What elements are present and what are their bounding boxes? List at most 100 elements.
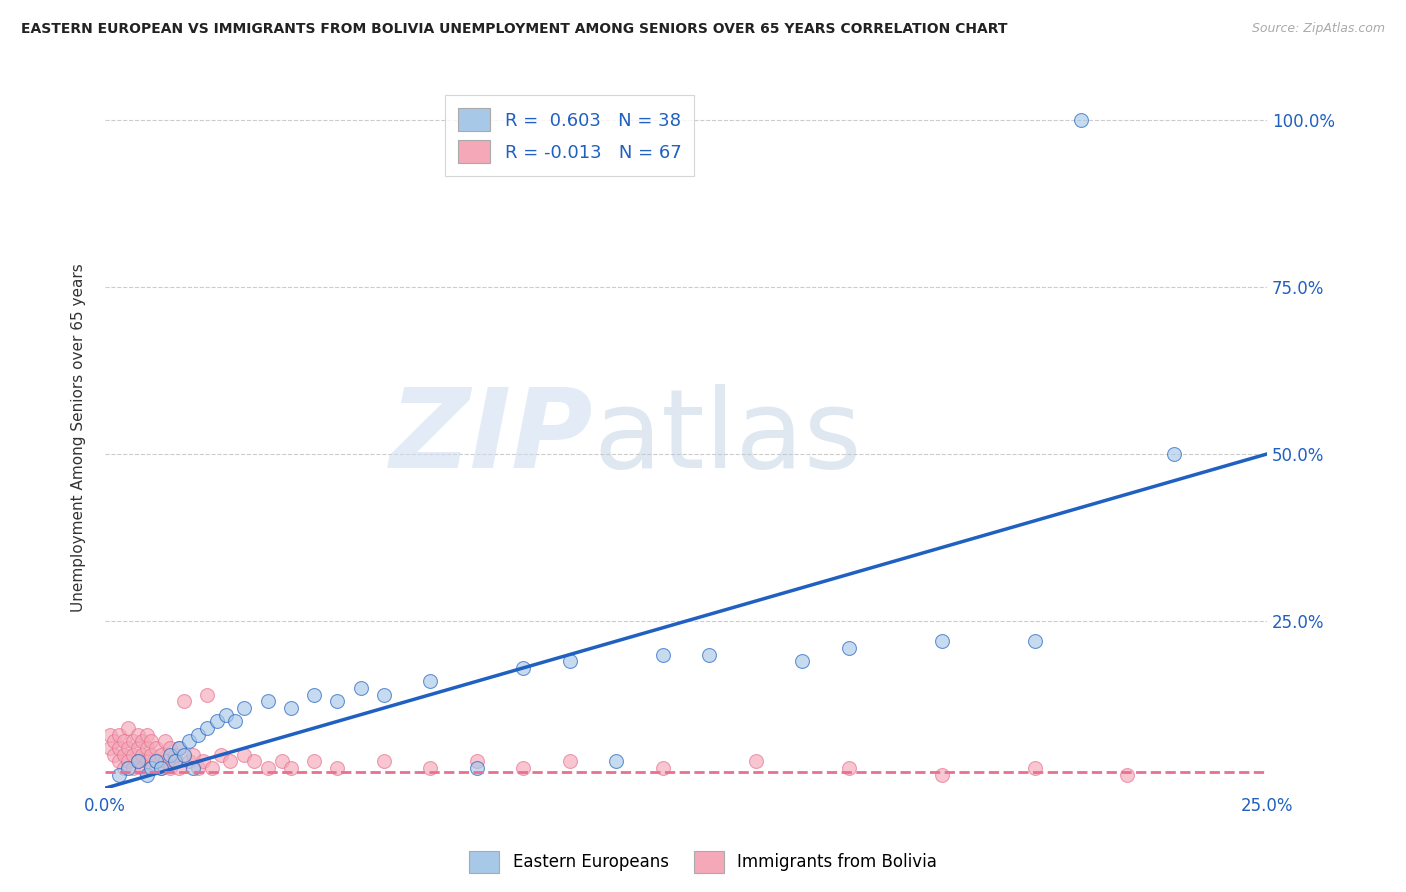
Point: [651, 761, 673, 775]
Point: [112, 761, 135, 775]
Point: [122, 734, 145, 748]
Point: [558, 654, 581, 668]
Point: [302, 755, 325, 769]
Point: [205, 714, 228, 729]
Point: [187, 761, 209, 775]
Point: [512, 661, 534, 675]
Point: [103, 747, 125, 762]
Text: EASTERN EUROPEAN VS IMMIGRANTS FROM BOLIVIA UNEMPLOYMENT AMONG SENIORS OVER 65 Y: EASTERN EUROPEAN VS IMMIGRANTS FROM BOLI…: [21, 22, 1008, 37]
Point: [302, 688, 325, 702]
Point: [177, 755, 200, 769]
Point: [349, 681, 371, 695]
Point: [163, 755, 186, 769]
Legend: R =  0.603   N = 38, R = -0.013   N = 67: R = 0.603 N = 38, R = -0.013 N = 67: [446, 95, 695, 176]
Point: [419, 761, 441, 775]
Point: [792, 654, 814, 668]
Point: [280, 701, 302, 715]
Point: [98, 741, 121, 756]
Point: [145, 755, 167, 769]
Point: [181, 747, 204, 762]
Point: [98, 728, 121, 742]
Point: [1024, 761, 1046, 775]
Point: [163, 755, 186, 769]
Point: [127, 755, 149, 769]
Point: [256, 761, 278, 775]
Point: [465, 755, 488, 769]
Point: [155, 755, 177, 769]
Point: [127, 728, 149, 742]
Point: [326, 694, 349, 708]
Point: [135, 728, 157, 742]
Point: [155, 734, 177, 748]
Point: [149, 761, 172, 775]
Point: [558, 755, 581, 769]
Point: [127, 755, 149, 769]
Point: [195, 721, 218, 735]
Point: [256, 694, 278, 708]
Point: [1163, 447, 1185, 461]
Point: [697, 648, 720, 662]
Point: [1116, 768, 1139, 782]
Point: [201, 761, 224, 775]
Text: Source: ZipAtlas.com: Source: ZipAtlas.com: [1251, 22, 1385, 36]
Point: [173, 694, 195, 708]
Point: [838, 761, 860, 775]
Point: [169, 741, 191, 756]
Point: [512, 761, 534, 775]
Point: [373, 755, 395, 769]
Text: ZIP: ZIP: [389, 384, 593, 491]
Point: [145, 755, 167, 769]
Point: [141, 761, 163, 775]
Point: [270, 755, 292, 769]
Point: [169, 741, 191, 756]
Point: [112, 734, 135, 748]
Point: [131, 734, 153, 748]
Point: [169, 761, 191, 775]
Point: [135, 755, 157, 769]
Point: [931, 768, 953, 782]
Point: [122, 761, 145, 775]
Point: [373, 688, 395, 702]
Point: [1070, 112, 1092, 127]
Point: [209, 747, 232, 762]
Point: [135, 768, 157, 782]
Point: [931, 634, 953, 648]
Point: [141, 761, 163, 775]
Point: [173, 747, 195, 762]
Point: [141, 747, 163, 762]
Point: [224, 714, 246, 729]
Point: [159, 747, 181, 762]
Point: [108, 768, 131, 782]
Point: [145, 741, 167, 756]
Point: [141, 734, 163, 748]
Text: atlas: atlas: [593, 384, 862, 491]
Point: [838, 640, 860, 655]
Point: [149, 747, 172, 762]
Point: [605, 755, 627, 769]
Point: [117, 755, 139, 769]
Point: [744, 755, 766, 769]
Point: [1024, 634, 1046, 648]
Legend: Eastern Europeans, Immigrants from Bolivia: Eastern Europeans, Immigrants from Boliv…: [463, 845, 943, 880]
Point: [187, 728, 209, 742]
Point: [108, 755, 131, 769]
Point: [131, 747, 153, 762]
Point: [131, 761, 153, 775]
Point: [108, 741, 131, 756]
Point: [191, 755, 214, 769]
Point: [159, 761, 181, 775]
Point: [117, 761, 139, 775]
Point: [112, 747, 135, 762]
Point: [219, 755, 242, 769]
Point: [280, 761, 302, 775]
Point: [122, 747, 145, 762]
Point: [177, 734, 200, 748]
Point: [108, 728, 131, 742]
Point: [149, 761, 172, 775]
Point: [181, 761, 204, 775]
Point: [163, 747, 186, 762]
Point: [215, 707, 238, 722]
Point: [419, 674, 441, 689]
Point: [326, 761, 349, 775]
Point: [233, 747, 256, 762]
